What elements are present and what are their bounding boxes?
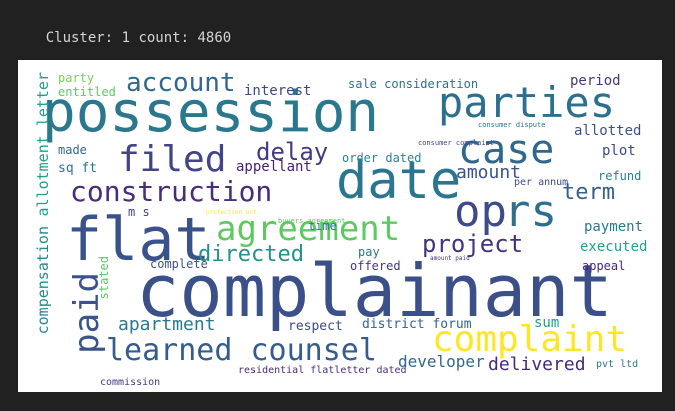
cloud-word: amount: [456, 162, 522, 183]
cluster-label: Cluster:: [45, 30, 122, 46]
cloud-word: respect: [288, 319, 343, 334]
cloud-word: party: [58, 71, 95, 85]
cloud-word: time: [308, 219, 337, 233]
cloud-word: made: [58, 143, 87, 157]
cloud-word: period: [570, 73, 621, 89]
cloud-word: sum: [534, 315, 560, 331]
cloud-word: amount paid: [430, 255, 470, 262]
cloud-word: filed: [118, 139, 227, 180]
cloud-word: pay: [358, 245, 380, 259]
cloud-word: consumer dispute: [478, 121, 546, 129]
cloud-word: directed: [198, 242, 304, 267]
cloud-word: offered: [350, 259, 401, 273]
cloud-word: order dated: [342, 151, 422, 165]
cloud-word: compensation: [34, 226, 52, 335]
cloud-word: allotment letter: [34, 72, 52, 217]
cloud-word: plot: [602, 143, 636, 159]
cloud-word: stated: [97, 256, 111, 300]
cloud-word: commission: [100, 377, 161, 388]
cloud-word: agreement: [216, 209, 401, 249]
cloud-word: district forum: [362, 317, 472, 332]
word-cloud-image: complainant possession parties flat date case…: [18, 60, 662, 392]
count-value: 4860: [197, 30, 232, 46]
cloud-word: account: [126, 68, 236, 98]
cloud-word: appellant: [236, 159, 312, 175]
cloud-word: rs: [504, 186, 557, 237]
cloud-word: term: [562, 180, 615, 205]
cloud-word: refund: [598, 169, 642, 183]
cloud-word: delay: [256, 138, 329, 166]
cloud-word: pvt ltd: [596, 359, 639, 370]
cloud-word: complaint: [432, 319, 628, 360]
cloud-word: entitled: [58, 85, 116, 99]
cloud-word: construction: [70, 175, 273, 208]
cloud-word: interest: [244, 83, 312, 99]
cloud-word: date: [336, 151, 462, 211]
cloud-word: buyers agreement: [278, 217, 346, 225]
cloud-word: flat: [66, 205, 211, 275]
cloud-word: allotted: [574, 123, 642, 139]
cloud-word: developer: [398, 352, 485, 371]
cloud-word: m s: [128, 205, 150, 219]
cloud-word: executed: [580, 239, 648, 255]
cloud-word: op: [454, 186, 507, 237]
cloud-word: complete: [150, 257, 208, 271]
cloud-word: apartment: [118, 314, 216, 335]
cluster-summary: Cluster: 1 count: 4860: [12, 14, 231, 62]
cloud-word: sq ft: [58, 161, 98, 176]
cloud-word: complainant: [136, 249, 613, 333]
cloud-word: appeal: [582, 259, 626, 273]
cloud-word: residential flatletter dated: [238, 365, 407, 376]
cloud-word: case: [458, 127, 555, 173]
cloud-word: parties: [438, 78, 616, 127]
cloud-word: per annum: [514, 177, 569, 188]
cloud-word: protection act: [206, 209, 257, 216]
count-label: count:: [138, 30, 198, 46]
cloud-word: possession: [42, 80, 380, 145]
cloud-word: learned counsel: [106, 333, 377, 368]
cloud-word: project: [422, 230, 524, 258]
cloud-word: consumer complaint: [418, 139, 494, 147]
cluster-id: 1: [121, 30, 131, 46]
cloud-word: sale consideration: [348, 77, 479, 91]
cloud-word: delivered: [488, 354, 586, 375]
cloud-word: payment: [584, 219, 644, 235]
